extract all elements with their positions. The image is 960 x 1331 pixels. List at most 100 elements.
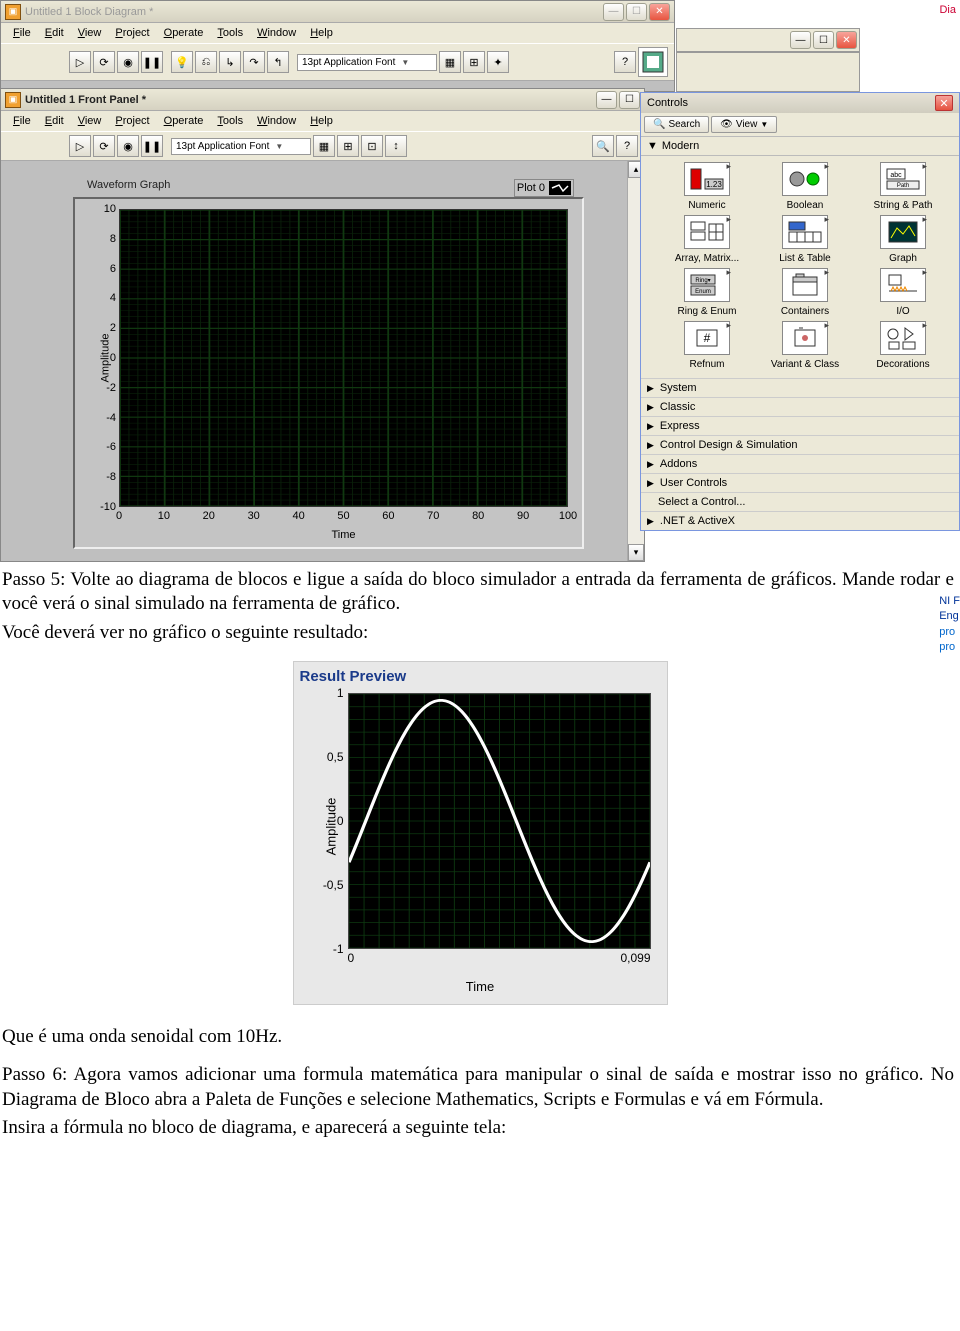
- search-button[interactable]: 🔍Search: [644, 116, 709, 133]
- ytick: 4: [95, 292, 119, 304]
- reorder-button[interactable]: ↕: [385, 135, 407, 157]
- palette-row-system[interactable]: ▶ System: [641, 378, 959, 397]
- palette-row-user-controls[interactable]: ▶User Controls: [641, 473, 959, 492]
- minimize-button[interactable]: —: [790, 31, 811, 49]
- scroll-down-icon[interactable]: ▾: [628, 544, 644, 561]
- resize-button[interactable]: ⊡: [361, 135, 383, 157]
- palette-item-array-matrix-[interactable]: ▸Array, Matrix...: [659, 215, 755, 264]
- menu-view[interactable]: View: [72, 113, 108, 129]
- ytick: 0: [95, 352, 119, 364]
- cleanup-button[interactable]: ✦: [487, 51, 509, 73]
- align-button[interactable]: ▦: [439, 51, 461, 73]
- close-button[interactable]: ✕: [935, 95, 953, 111]
- palette-row-classic[interactable]: ▶Classic: [641, 397, 959, 416]
- menu-operate[interactable]: Operate: [158, 113, 210, 129]
- run-button[interactable]: ▷: [69, 51, 91, 73]
- distribute-button[interactable]: ⊞: [337, 135, 359, 157]
- result-preview-panel: Result Preview Amplitude 10,50-0,5-100,0…: [293, 661, 668, 1005]
- font-selector[interactable]: 13pt Application Font: [297, 54, 437, 71]
- xtick: 70: [427, 507, 439, 522]
- palette-row-label: Control Design & Simulation: [660, 439, 798, 451]
- palette-item-i-o[interactable]: ▸I/O: [855, 268, 951, 317]
- palette-item-numeric[interactable]: 1.23▸Numeric: [659, 162, 755, 211]
- plot-area: [119, 209, 568, 507]
- palette-row--net-activex[interactable]: ▶.NET & ActiveX: [641, 511, 959, 530]
- menu-file[interactable]: File: [7, 25, 37, 41]
- close-button[interactable]: ✕: [649, 3, 670, 21]
- view-button[interactable]: 👁View▼: [711, 116, 777, 133]
- menu-project[interactable]: Project: [109, 25, 155, 41]
- minimize-button[interactable]: —: [596, 91, 617, 109]
- menu-window[interactable]: Window: [251, 113, 302, 129]
- retain-button[interactable]: ⎌: [195, 51, 217, 73]
- expand-icon: ▶: [647, 459, 654, 470]
- palette-row-select-a-control-[interactable]: Select a Control...: [641, 492, 959, 511]
- menu-file[interactable]: File: [7, 113, 37, 129]
- palette-row-express[interactable]: ▶Express: [641, 416, 959, 435]
- doc-paragraph: Que é uma onda senoidal com 10Hz.: [2, 1025, 954, 1049]
- menu-edit[interactable]: Edit: [39, 113, 70, 129]
- palette-row-control-design-simulation[interactable]: ▶Control Design & Simulation: [641, 435, 959, 454]
- palette-toolbar: 🔍Search 👁View▼: [641, 113, 959, 137]
- pause-button[interactable]: ❚❚: [141, 135, 163, 157]
- minimize-button[interactable]: —: [603, 3, 624, 21]
- palette-section-header[interactable]: ▼ Modern: [641, 137, 959, 156]
- run-cont-button[interactable]: ⟳: [93, 135, 115, 157]
- svg-text:Ring▾: Ring▾: [695, 278, 710, 284]
- menu-help[interactable]: Help: [304, 25, 339, 41]
- step-over-button[interactable]: ↷: [243, 51, 265, 73]
- block-title: Untitled 1 Block Diagram *: [25, 6, 603, 18]
- run-button[interactable]: ▷: [69, 135, 91, 157]
- maximize-button[interactable]: ☐: [813, 31, 834, 49]
- labview-icon: ▣: [5, 4, 21, 20]
- menu-window[interactable]: Window: [251, 25, 302, 41]
- font-selector[interactable]: 13pt Application Font: [171, 138, 311, 155]
- menu-view[interactable]: View: [72, 25, 108, 41]
- palette-item-icon: ▸: [782, 162, 828, 196]
- search-tool-button[interactable]: 🔍: [592, 135, 614, 157]
- waveform-graph[interactable]: Amplitude Time 1086420-2-4-6-8-100102030…: [73, 197, 584, 549]
- maximize-button[interactable]: ☐: [619, 91, 640, 109]
- palette-item-refnum[interactable]: #▸Refnum: [659, 321, 755, 370]
- palette-item-decorations[interactable]: ▸Decorations: [855, 321, 951, 370]
- palette-item-graph[interactable]: ▸Graph: [855, 215, 951, 264]
- palette-item-list-table[interactable]: ▸List & Table: [757, 215, 853, 264]
- palette-row-label: Classic: [660, 401, 695, 413]
- palette-row-label: User Controls: [660, 477, 727, 489]
- palette-item-icon: ▸: [880, 268, 926, 302]
- search-icon: 🔍: [653, 119, 665, 130]
- menu-project[interactable]: Project: [109, 113, 155, 129]
- abort-button[interactable]: ◉: [117, 51, 139, 73]
- close-button[interactable]: ✕: [836, 31, 857, 49]
- menu-operate[interactable]: Operate: [158, 25, 210, 41]
- background-fragments: — ☐ ✕ Dia: [676, 0, 956, 92]
- expand-icon: ▶: [647, 383, 654, 394]
- step-into-button[interactable]: ↳: [219, 51, 241, 73]
- context-help-button[interactable]: ?: [614, 51, 636, 73]
- maximize-button[interactable]: ☐: [626, 3, 647, 21]
- vi-icon[interactable]: [638, 47, 668, 77]
- menu-tools[interactable]: Tools: [211, 113, 249, 129]
- abort-button[interactable]: ◉: [117, 135, 139, 157]
- menu-help[interactable]: Help: [304, 113, 339, 129]
- step-out-button[interactable]: ↰: [267, 51, 289, 73]
- palette-row-label: System: [660, 382, 697, 394]
- align-button[interactable]: ▦: [313, 135, 335, 157]
- plot-legend[interactable]: Plot 0: [514, 179, 574, 197]
- menu-tools[interactable]: Tools: [211, 25, 249, 41]
- palette-item-ring-enum[interactable]: Ring▾Enum▸Ring & Enum: [659, 268, 755, 317]
- panel-titlebar: ▣ Untitled 1 Front Panel * — ☐: [1, 89, 644, 111]
- palette-grid: 1.23▸Numeric▸BooleanabcPath▸String & Pat…: [641, 156, 959, 378]
- highlight-button[interactable]: 💡: [171, 51, 193, 73]
- palette-row-addons[interactable]: ▶Addons: [641, 454, 959, 473]
- palette-item-boolean[interactable]: ▸Boolean: [757, 162, 853, 211]
- run-cont-button[interactable]: ⟳: [93, 51, 115, 73]
- context-help-button[interactable]: ?: [616, 135, 638, 157]
- palette-item-containers[interactable]: ▸Containers: [757, 268, 853, 317]
- menu-edit[interactable]: Edit: [39, 25, 70, 41]
- pause-button[interactable]: ❚❚: [141, 51, 163, 73]
- palette-item-variant-class[interactable]: ▸Variant & Class: [757, 321, 853, 370]
- palette-item-string-path[interactable]: abcPath▸String & Path: [855, 162, 951, 211]
- distribute-button[interactable]: ⊞: [463, 51, 485, 73]
- ytick: -6: [95, 441, 119, 453]
